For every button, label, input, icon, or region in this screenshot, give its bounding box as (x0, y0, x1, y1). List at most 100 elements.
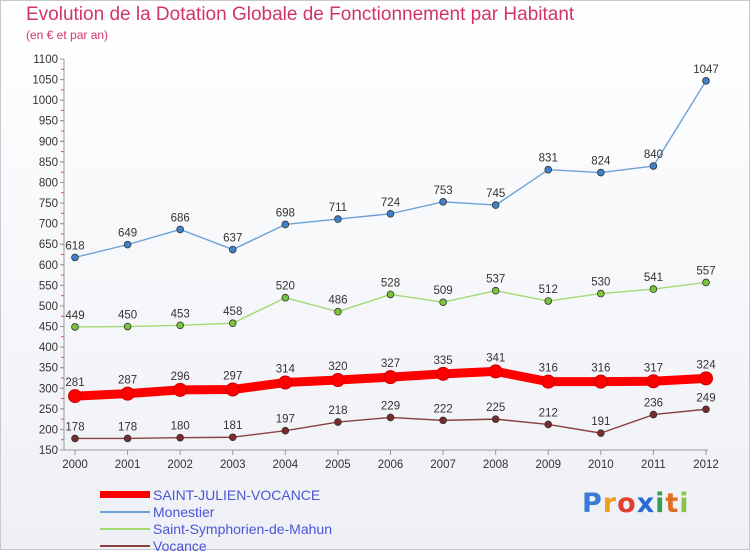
data-label: 686 (171, 212, 190, 224)
logo-letter: x (636, 488, 656, 519)
data-label: 218 (328, 405, 347, 417)
proxiti-logo: Proxiti (582, 488, 690, 519)
data-point (123, 322, 132, 331)
data-point (334, 418, 342, 426)
legend-label: Saint-Symphorien-de-Mahun (153, 520, 332, 537)
logo-letter: i (655, 488, 666, 519)
data-label: 178 (118, 421, 137, 433)
data-point (228, 319, 237, 328)
data-label: 320 (328, 361, 347, 373)
legend-item: SAINT-JULIEN-VOCANCE (100, 486, 332, 503)
data-point (71, 434, 79, 443)
x-tick-label: 2012 (693, 459, 719, 471)
data-label: 557 (696, 265, 715, 277)
data-point (593, 374, 608, 389)
x-tick-label: 2010 (588, 459, 614, 471)
logo-letter: o (617, 488, 637, 519)
data-point (699, 371, 713, 386)
data-label: 178 (65, 421, 84, 433)
data-label: 335 (433, 355, 452, 367)
logo-letter: P (582, 488, 603, 519)
y-tick-label: 350 (39, 363, 58, 375)
data-label: 297 (223, 370, 242, 382)
y-tick-label: 800 (39, 177, 58, 189)
legend-swatch (100, 510, 150, 513)
legend-item: Vocance (100, 537, 332, 554)
data-point (544, 165, 553, 174)
data-label: 316 (591, 363, 610, 375)
data-label: 296 (171, 371, 190, 383)
data-label: 212 (539, 407, 558, 419)
x-tick-label: 2000 (62, 459, 88, 471)
data-point (597, 429, 605, 437)
data-label: 486 (328, 295, 347, 307)
data-point (702, 77, 710, 85)
data-label: 453 (171, 308, 190, 320)
legend-label: Monestier (153, 503, 215, 520)
data-point (439, 298, 447, 307)
data-point (544, 420, 553, 429)
data-label: 724 (381, 197, 401, 209)
data-label: 458 (223, 306, 242, 318)
data-label: 197 (276, 414, 295, 426)
data-point (120, 386, 135, 401)
data-label: 327 (381, 358, 400, 370)
y-tick-label: 250 (39, 404, 58, 416)
data-label: 281 (65, 377, 84, 389)
data-point (702, 405, 710, 414)
data-label: 512 (539, 284, 558, 296)
chart-title: Evolution de la Dotation Globale de Fonc… (26, 4, 575, 25)
data-label: 711 (329, 202, 347, 214)
data-point (278, 375, 293, 390)
data-point (281, 293, 290, 302)
x-tick-label: 2006 (378, 459, 404, 471)
data-label: 537 (486, 274, 505, 286)
x-tick-label: 2003 (220, 459, 246, 471)
x-tick-label: 2005 (325, 459, 351, 471)
data-point (68, 389, 82, 404)
data-label: 698 (276, 207, 295, 219)
data-label: 530 (591, 277, 610, 289)
data-label: 236 (644, 398, 663, 410)
data-label: 1047 (693, 64, 719, 76)
y-tick-label: 400 (39, 342, 58, 354)
data-point (334, 215, 342, 223)
y-tick-label: 950 (39, 116, 58, 128)
data-point (702, 278, 710, 287)
data-point (488, 364, 503, 379)
data-point (225, 382, 240, 397)
data-label: 520 (276, 281, 295, 293)
data-point (176, 225, 184, 234)
data-label: 745 (486, 188, 505, 200)
data-label: 225 (486, 402, 505, 414)
y-tick-label: 1050 (32, 75, 58, 87)
data-point (439, 198, 447, 206)
data-label: 316 (539, 363, 558, 375)
y-tick-label: 1000 (32, 95, 58, 107)
x-tick-label: 2002 (167, 459, 193, 471)
y-tick-label: 550 (39, 280, 58, 292)
x-tick-label: 2008 (483, 459, 509, 471)
data-point (173, 382, 188, 397)
legend: SAINT-JULIEN-VOCANCE Monestier Saint-Sym… (100, 486, 332, 554)
x-tick-label: 2009 (535, 459, 561, 471)
data-point (436, 366, 451, 381)
y-tick-label: 750 (39, 198, 58, 210)
data-label: 541 (644, 272, 663, 284)
data-label: 528 (381, 277, 400, 289)
data-point (176, 433, 184, 442)
data-point (281, 426, 290, 435)
logo-letter: i (679, 488, 690, 519)
y-tick-label: 650 (39, 239, 58, 251)
data-point (649, 162, 658, 170)
legend-item: Monestier (100, 503, 332, 520)
y-tick-label: 300 (39, 383, 58, 395)
legend-swatch (100, 491, 150, 498)
data-point (491, 201, 500, 209)
y-tick-label: 600 (39, 260, 58, 272)
data-label: 341 (486, 352, 505, 364)
data-point (386, 209, 395, 218)
legend-label: Vocance (153, 537, 207, 554)
y-tick-label: 900 (39, 136, 58, 148)
legend-item: Saint-Symphorien-de-Mahun (100, 520, 332, 537)
